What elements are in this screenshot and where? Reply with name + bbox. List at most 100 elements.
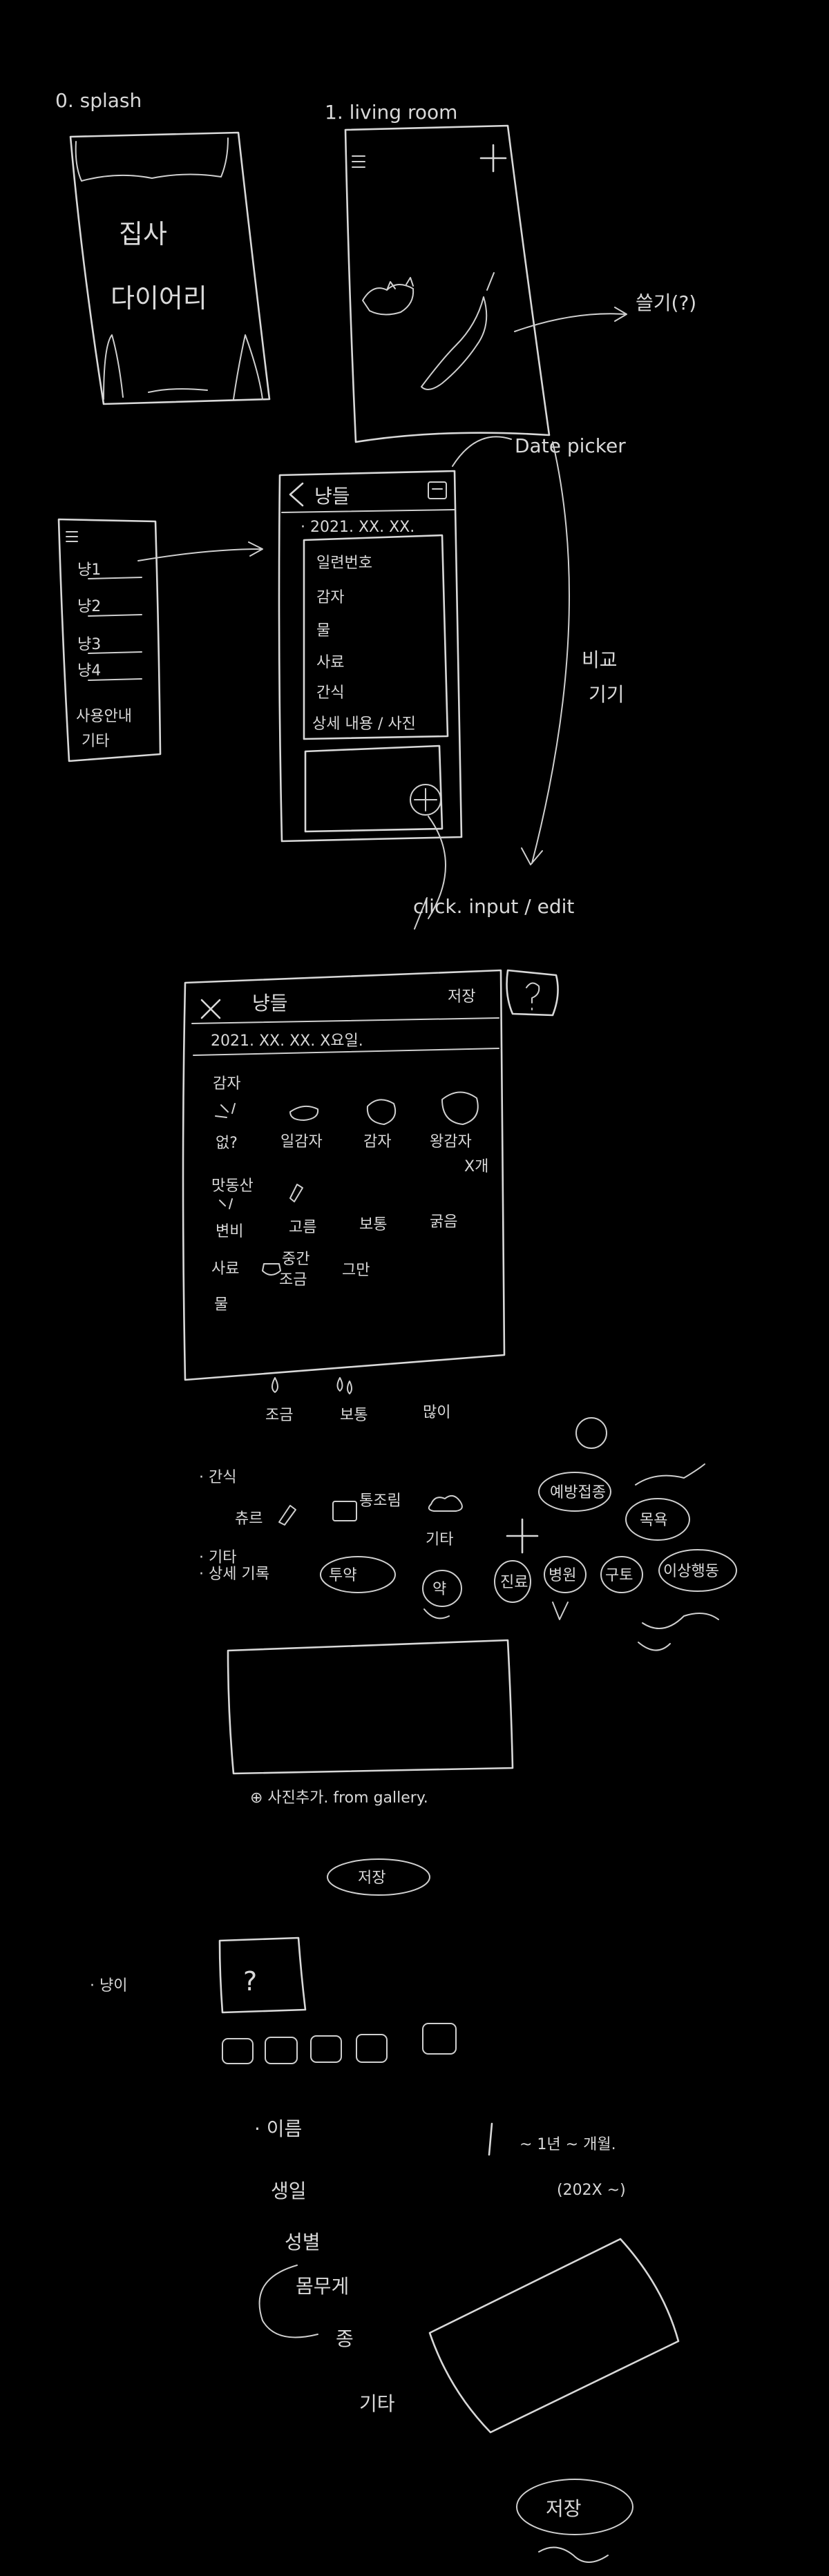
menu-item-2[interactable]: 냥2 [77, 598, 101, 615]
record-option-2[interactable]: 약 [432, 1581, 446, 1598]
record-bubble-6[interactable]: 이상행동 [658, 1549, 737, 1592]
menu-item-3-underline [88, 651, 142, 654]
poop-option-3[interactable]: 보통 [359, 1216, 387, 1233]
record-bubble-1[interactable]: 투약 [320, 1556, 396, 1593]
profile-thumb-1[interactable] [222, 2038, 254, 2064]
edit-save-button-label[interactable]: 저장 [358, 1869, 385, 1887]
poop-option-2[interactable]: 고름 [289, 1219, 316, 1236]
cat-toy-doodle-icon [421, 272, 495, 390]
food-option-3[interactable]: 그만 [342, 1262, 370, 1279]
section-record-label: · 상세 기록 [199, 1566, 269, 1583]
hamburger-icon[interactable] [352, 155, 365, 168]
menu-item-1[interactable]: 냥1 [77, 561, 101, 579]
close-x-icon[interactable] [200, 999, 221, 1019]
profile-thumb-2[interactable] [265, 2037, 298, 2064]
profile-field-gender[interactable]: 성별 [285, 2231, 321, 2253]
snack-option-3[interactable]: 기타 [426, 1531, 453, 1548]
profile-thumb-3[interactable] [310, 2035, 342, 2063]
other-option-1[interactable]: 예방접종 [550, 1484, 606, 1501]
detail-to-edit-arrow [521, 441, 570, 865]
record-bubble-4[interactable]: 병원 [544, 1556, 587, 1593]
poop-hard-icon[interactable] [289, 1184, 303, 1202]
poop-none-icon[interactable] [219, 1198, 233, 1209]
potato-medium-icon[interactable] [366, 1099, 397, 1125]
menu-item-4[interactable]: 냥4 [77, 662, 101, 680]
click-note: click. input / edit [413, 895, 574, 918]
profile-thumb-5[interactable] [422, 2023, 457, 2055]
living-room-arrow [514, 307, 627, 332]
detail-add-icon[interactable] [410, 784, 441, 816]
profile-thumb-4[interactable] [356, 2034, 388, 2063]
menu-footer-line1[interactable]: 사용안내 [76, 708, 132, 725]
splash-title-line2: 다이어리 [111, 283, 207, 314]
potato-option-4[interactable]: 왕감자 [430, 1133, 472, 1151]
edit-header-divider [191, 1017, 499, 1024]
profile-other-box[interactable] [428, 2238, 680, 2434]
poop-option-1[interactable]: 변비 [216, 1223, 243, 1240]
potato-option-2[interactable]: 일감자 [280, 1133, 323, 1151]
edit-phone-frame [182, 969, 506, 1381]
water-option-1[interactable]: 조금 [265, 1407, 293, 1424]
record-bubble-2[interactable]: 약 [422, 1570, 462, 1607]
profile-photo-placeholder[interactable]: ? [218, 1936, 307, 2014]
section-snack-label: · 간식 [199, 1469, 236, 1486]
profile-save-button[interactable]: 저장 [516, 2479, 633, 2535]
potato-count-note: X개 [464, 1158, 488, 1175]
snack-option-1[interactable]: 츄르 [235, 1510, 263, 1528]
poop-option-4[interactable]: 굵음 [430, 1213, 457, 1231]
detail-list-box [303, 534, 449, 740]
profile-curve-arrow [258, 2265, 318, 2338]
side-note-line2: 기기 [589, 683, 625, 706]
record-option-6[interactable]: 이상행동 [663, 1563, 719, 1580]
back-chevron-icon[interactable] [289, 482, 304, 507]
churu-icon [278, 1505, 296, 1526]
profile-field-birthday[interactable]: 생일 [271, 2180, 307, 2202]
snack-option-2[interactable]: 통조림 [359, 1492, 401, 1510]
food-option-2[interactable]: 중간 [282, 1251, 309, 1268]
record-option-5[interactable]: 구토 [605, 1567, 633, 1584]
edit-save-label[interactable]: 저장 [448, 988, 475, 1006]
profile-field-weight[interactable]: 몸무게 [296, 2275, 349, 2298]
record-option-4[interactable]: 병원 [549, 1567, 576, 1584]
edit-save-button[interactable]: 저장 [327, 1858, 430, 1896]
plus-icon[interactable] [479, 144, 507, 173]
question-icon[interactable]: question-icon [506, 969, 559, 1017]
living-room-arrow-note: 쓸기(?) [636, 291, 696, 314]
profile-save-button-label[interactable]: 저장 [546, 2497, 582, 2520]
splash-title-line1: 집사 [119, 219, 167, 249]
calendar-icon[interactable] [428, 481, 447, 499]
record-option-3[interactable]: 진료 [500, 1574, 528, 1591]
section-potato-label: 감자 [213, 1075, 240, 1093]
menu-footer-line2[interactable]: 기타 [82, 733, 109, 750]
record-bubble-3[interactable]: 진료 [494, 1560, 531, 1603]
photo-add-link[interactable]: ⊕ 사진추가. from gallery. [250, 1789, 428, 1807]
record-bubble-5[interactable]: 구토 [600, 1556, 643, 1593]
potato-small-icon[interactable] [289, 1105, 319, 1121]
water-drop-small-icon[interactable] [271, 1377, 278, 1393]
potato-option-3[interactable]: 감자 [363, 1133, 391, 1151]
living-room-phone-frame [344, 124, 551, 443]
profile-field-breed[interactable]: 종 [336, 2327, 354, 2350]
detail-line-5: 간식 [316, 684, 344, 702]
profile-save-squiggle [538, 2546, 609, 2563]
water-option-3[interactable]: 많이 [423, 1404, 450, 1421]
edit-date-divider [193, 1048, 499, 1056]
menu-hamburger-icon[interactable] [66, 531, 78, 542]
can-icon [332, 1501, 357, 1521]
water-option-2[interactable]: 보통 [340, 1407, 368, 1424]
food-option-1[interactable]: 조금 [279, 1271, 307, 1289]
menu-item-3[interactable]: 냥3 [77, 636, 101, 653]
water-drop-medium-icon[interactable] [336, 1377, 352, 1394]
other-option-2[interactable]: 목욕 [640, 1512, 667, 1529]
photo-box[interactable] [227, 1639, 514, 1775]
record-option-1[interactable]: 투약 [329, 1567, 356, 1584]
potato-large-icon[interactable] [441, 1091, 479, 1125]
profile-field-name[interactable]: · 이름 [254, 2117, 302, 2140]
profile-age-note: ~ 1년 ~ 개월. [520, 2136, 616, 2153]
vaccine-bubble[interactable]: 예방접종 [538, 1472, 611, 1512]
edit-date: 2021. XX. XX. X요일. [211, 1032, 363, 1050]
potato-none-icon[interactable] [215, 1103, 236, 1118]
menu-drawer-frame [57, 518, 162, 762]
potato-option-1[interactable]: 없? [216, 1135, 238, 1152]
bath-bubble[interactable]: 목욕 [625, 1498, 690, 1541]
